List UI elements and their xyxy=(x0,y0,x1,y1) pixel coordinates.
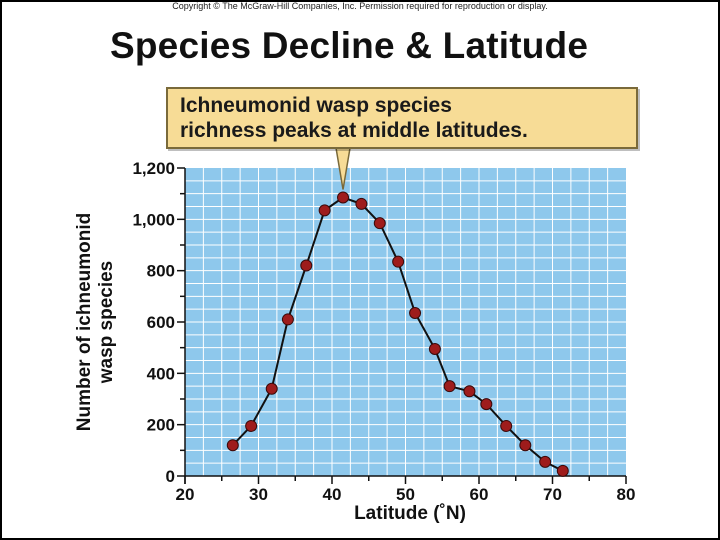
data-point xyxy=(318,204,331,217)
tick-labels: 0 200 400 600 800 1,000 1,200 20 30 40 50 60 70 80 xyxy=(132,159,635,504)
y-tick-label: 0 xyxy=(166,467,175,486)
data-point xyxy=(556,464,569,477)
data-points xyxy=(226,191,569,477)
x-tick-label: 50 xyxy=(396,485,415,504)
callout-box: Ichneumonid wasp species richness peaks … xyxy=(166,87,638,149)
data-point xyxy=(281,313,294,326)
data-point xyxy=(463,385,476,398)
y-tick-label: 200 xyxy=(147,416,175,435)
y-axis-label-line-1: Number of ichneumonid xyxy=(74,212,95,432)
grid xyxy=(185,168,626,476)
page-title: Species Decline & Latitude xyxy=(110,25,589,66)
data-point xyxy=(539,455,552,468)
x-tick-label: 70 xyxy=(543,485,562,504)
data-point xyxy=(373,217,386,230)
y-tick-label: 1,000 xyxy=(132,210,175,229)
x-tick-label: 60 xyxy=(470,485,489,504)
data-point xyxy=(300,259,313,272)
data-point xyxy=(519,439,532,452)
callout-text-line-1: Ichneumonid wasp species xyxy=(180,94,452,117)
axes xyxy=(177,167,627,484)
data-point xyxy=(337,191,350,204)
data-point xyxy=(226,439,239,452)
data-point xyxy=(480,398,493,411)
data-point xyxy=(409,307,422,320)
data-point xyxy=(245,419,258,432)
y-axis-label-line-2: wasp species xyxy=(96,260,117,384)
x-tick-label: 20 xyxy=(176,485,195,504)
x-axis-label: Latitude (˚N) xyxy=(354,503,466,524)
data-point xyxy=(500,419,513,432)
data-point xyxy=(443,380,456,393)
y-tick-label: 600 xyxy=(147,313,175,332)
y-tick-label: 800 xyxy=(147,262,175,281)
data-point xyxy=(428,342,441,355)
y-tick-label: 1,200 xyxy=(132,159,175,178)
x-tick-label: 30 xyxy=(249,485,268,504)
data-point xyxy=(355,197,368,210)
callout-text-line-2: richness peaks at middle latitudes. xyxy=(180,119,528,142)
y-axis-label: Number of ichneumonid wasp species xyxy=(74,172,118,472)
data-point xyxy=(392,255,405,268)
copyright-notice: Copyright © The McGraw-Hill Companies, I… xyxy=(172,1,548,11)
x-tick-label: 80 xyxy=(617,485,636,504)
y-tick-label: 400 xyxy=(147,364,175,383)
data-point xyxy=(265,382,278,395)
x-tick-label: 40 xyxy=(323,485,342,504)
